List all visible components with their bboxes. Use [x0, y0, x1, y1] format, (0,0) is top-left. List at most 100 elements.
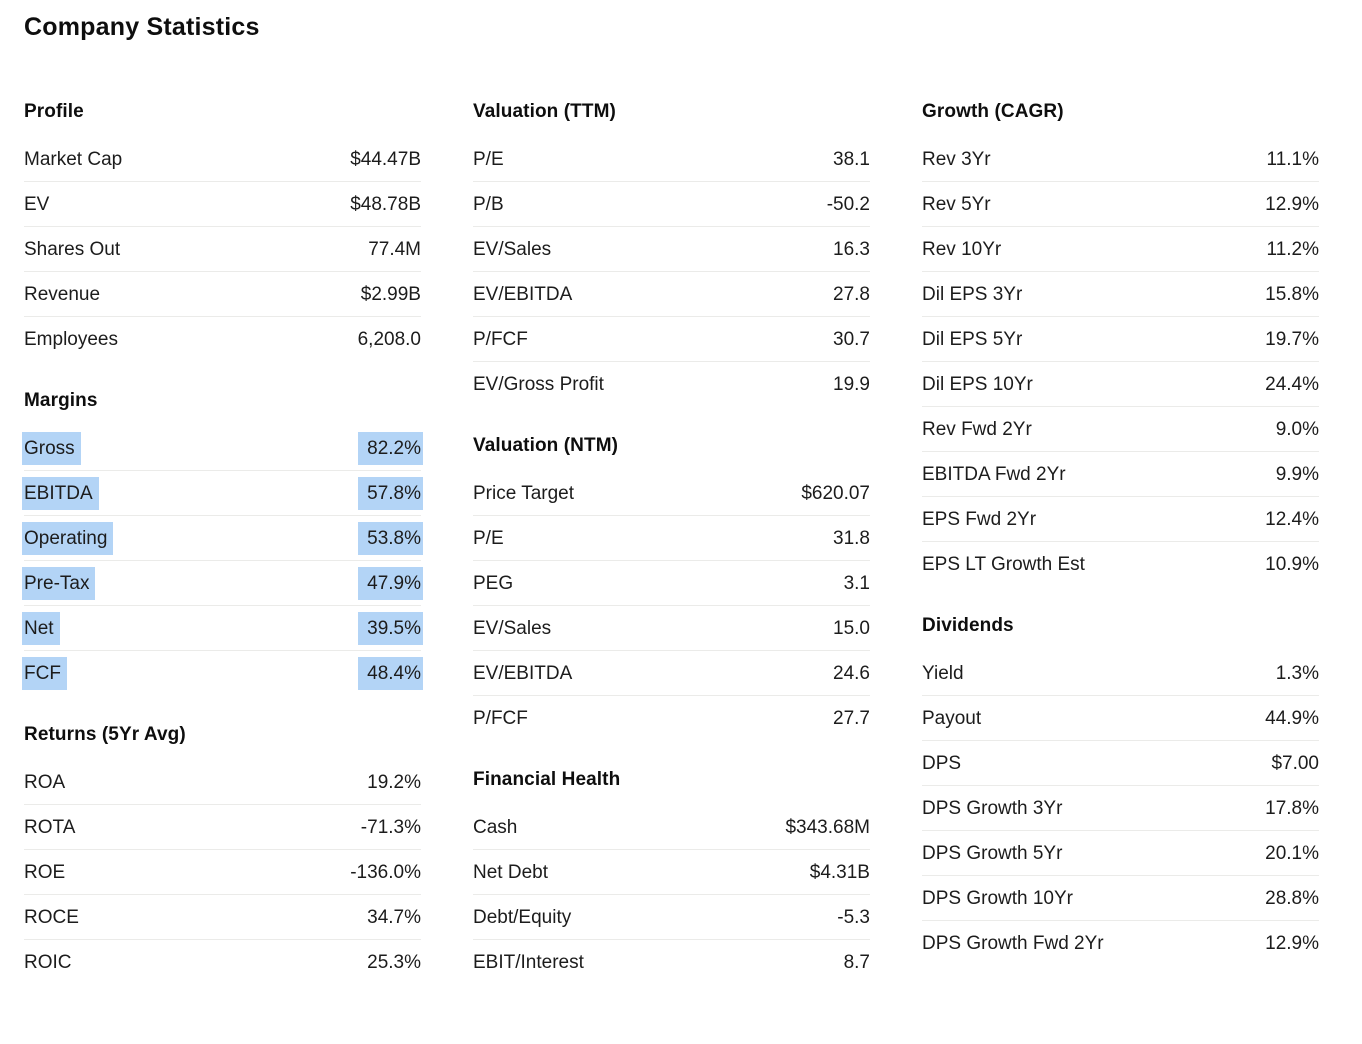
stat-label: EV/EBITDA	[473, 662, 573, 684]
stat-label: P/FCF	[473, 328, 528, 350]
stat-value: 53.8%	[358, 521, 423, 555]
stat-row-rev-5yr: Rev 5Yr 12.9%	[922, 182, 1319, 227]
stat-row-roic: ROIC 25.3%	[24, 940, 421, 985]
section-profile: Profile Market Cap $44.47B EV $48.78B Shares …	[24, 100, 421, 362]
stat-value: 15.8%	[1265, 283, 1319, 305]
stat-label: Rev 3Yr	[922, 148, 991, 170]
stat-value: 30.7	[833, 328, 870, 350]
stat-value: 1.3%	[1275, 662, 1319, 684]
stat-row-p-b: P/B -50.2	[473, 182, 870, 227]
stat-label: Net Debt	[473, 861, 548, 883]
section-valuation-ttm: Valuation (TTM) P/E 38.1 P/B -50.2 EV/Sales 16…	[473, 100, 870, 407]
section-title-financial-health: Financial Health	[473, 769, 621, 790]
stat-value: $4.31B	[809, 861, 870, 883]
stat-row-operating: Operating 53.8%	[22, 516, 423, 561]
stat-row-fcf: FCF 48.4%	[22, 651, 423, 696]
stat-row-net-debt: Net Debt $4.31B	[473, 850, 870, 895]
stat-label: EV/Sales	[473, 238, 552, 260]
stat-row-dil-eps-10yr: Dil EPS 10Yr 24.4%	[922, 362, 1319, 407]
stat-value: 19.9	[833, 374, 870, 395]
section-title-growth-cagr: Growth (CAGR)	[922, 101, 1064, 122]
stat-value: 27.8	[833, 283, 870, 305]
stat-label: Payout	[922, 707, 982, 729]
stat-value: 47.9%	[358, 566, 423, 600]
stat-row-roa: ROA 19.2%	[24, 760, 421, 805]
stat-value: -5.3	[837, 906, 870, 928]
stats-column-3: Growth (CAGR) Rev 3Yr 11.1% Rev 5Yr 12.9% Rev…	[922, 100, 1319, 966]
stat-value: 44.9%	[1265, 707, 1319, 729]
stat-row-rev-3yr: Rev 3Yr 11.1%	[922, 137, 1319, 182]
stat-value: -50.2	[826, 193, 870, 215]
stat-row-ebitda: EBITDA 57.8%	[22, 471, 423, 516]
stat-value: 19.7%	[1265, 328, 1319, 350]
stat-label: Dil EPS 5Yr	[922, 328, 1023, 350]
stat-label: Price Target	[473, 482, 575, 504]
stat-row-eps-fwd-2yr: EPS Fwd 2Yr 12.4%	[922, 497, 1319, 542]
stat-label: ROIC	[24, 952, 72, 973]
stat-row-ev-sales: EV/Sales 16.3	[473, 227, 870, 272]
stat-row-p-fcf: P/FCF 27.7	[473, 696, 870, 741]
stat-value: 6,208.0	[357, 329, 421, 350]
stat-label: Shares Out	[24, 238, 121, 260]
stat-row-dps-growth-5yr: DPS Growth 5Yr 20.1%	[922, 831, 1319, 876]
stat-row-ev-sales: EV/Sales 15.0	[473, 606, 870, 651]
stat-row-ev-gross-profit: EV/Gross Profit 19.9	[473, 362, 870, 407]
section-title-valuation-ttm: Valuation (TTM)	[473, 101, 616, 122]
stat-row-dil-eps-5yr: Dil EPS 5Yr 19.7%	[922, 317, 1319, 362]
stat-label: EPS Fwd 2Yr	[922, 508, 1037, 530]
stat-row-ev-ebitda: EV/EBITDA 27.8	[473, 272, 870, 317]
stat-label: EV/Sales	[473, 617, 552, 639]
stat-label: ROA	[24, 771, 66, 793]
stat-label: P/B	[473, 193, 504, 215]
stat-label: Employees	[24, 329, 118, 350]
stat-row-ebit-interest: EBIT/Interest 8.7	[473, 940, 870, 985]
stats-column-2: Valuation (TTM) P/E 38.1 P/B -50.2 EV/Sales 16…	[473, 100, 870, 985]
stat-label: EBITDA	[22, 476, 99, 510]
stat-label: Rev Fwd 2Yr	[922, 418, 1032, 440]
stat-label: FCF	[22, 657, 67, 690]
stat-label: Gross	[22, 431, 81, 465]
stat-value: 8.7	[843, 952, 870, 973]
stat-row-roce: ROCE 34.7%	[24, 895, 421, 940]
stat-label: Revenue	[24, 283, 101, 305]
stat-value: 48.4%	[358, 657, 423, 690]
stat-value: 77.4M	[368, 238, 421, 260]
stat-label: PEG	[473, 572, 514, 594]
stat-value: 31.8	[833, 527, 870, 549]
stat-label: Rev 5Yr	[922, 193, 991, 215]
stat-label: ROCE	[24, 906, 79, 928]
stat-row-pre-tax: Pre-Tax 47.9%	[22, 561, 423, 606]
stat-value: 12.9%	[1265, 933, 1319, 954]
stat-label: EPS LT Growth Est	[922, 554, 1085, 575]
section-title-valuation-ntm: Valuation (NTM)	[473, 435, 619, 456]
stat-row-dps-growth-10yr: DPS Growth 10Yr 28.8%	[922, 876, 1319, 921]
stat-row-rev-10yr: Rev 10Yr 11.2%	[922, 227, 1319, 272]
stat-value: $2.99B	[360, 283, 421, 305]
page-title: Company Statistics	[24, 13, 260, 41]
stat-value: $48.78B	[350, 193, 421, 215]
stat-row-ebitda-fwd-2yr: EBITDA Fwd 2Yr 9.9%	[922, 452, 1319, 497]
stat-value: 19.2%	[367, 771, 421, 793]
section-title-dividends: Dividends	[922, 615, 1014, 636]
stats-column-1: Profile Market Cap $44.47B EV $48.78B Shares …	[22, 100, 423, 985]
stat-row-p-e: P/E 31.8	[473, 516, 870, 561]
stat-value: 10.9%	[1265, 554, 1319, 575]
stat-value: 24.4%	[1265, 373, 1319, 395]
stat-value: 11.2%	[1266, 238, 1319, 260]
stat-label: EV	[24, 193, 50, 215]
stat-label: Debt/Equity	[473, 906, 572, 928]
section-margins: Margins Gross 82.2% EBITDA 57.8% Operating 53.…	[22, 389, 423, 696]
stat-label: DPS Growth 10Yr	[922, 887, 1073, 909]
stat-value: 15.0	[833, 617, 870, 639]
stat-row-net: Net 39.5%	[22, 606, 423, 651]
section-financial-health: Financial Health Cash $343.68M Net Debt $4.3…	[473, 768, 870, 985]
stat-row-gross: Gross 82.2%	[22, 426, 423, 471]
stat-label: EBIT/Interest	[473, 952, 584, 973]
stat-row-p-fcf: P/FCF 30.7	[473, 317, 870, 362]
stat-value: 11.1%	[1266, 148, 1319, 170]
stat-row-ev-ebitda: EV/EBITDA 24.6	[473, 651, 870, 696]
section-title-returns-5yr-avg: Returns (5Yr Avg)	[24, 724, 186, 745]
stat-label: EBITDA Fwd 2Yr	[922, 463, 1066, 485]
section-title-profile: Profile	[24, 101, 84, 122]
